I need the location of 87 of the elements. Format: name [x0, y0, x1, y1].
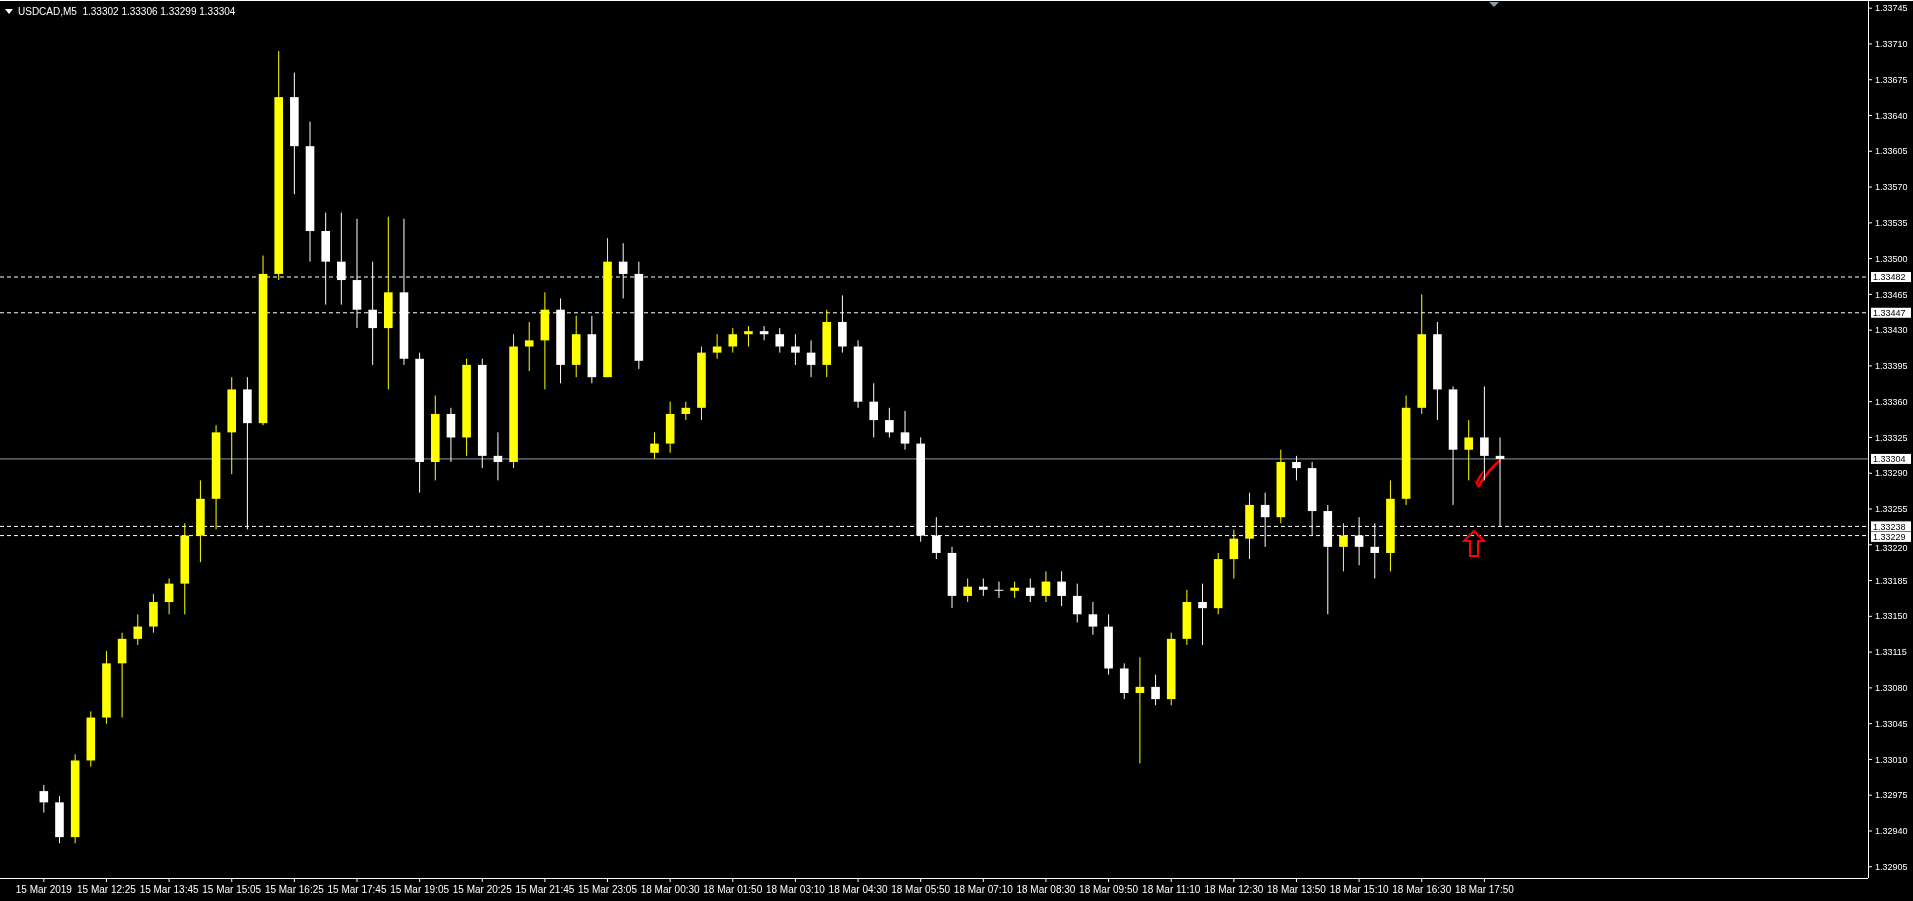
x-tick-label: 15 Mar 17:45 [327, 884, 387, 895]
candlestick [869, 382, 879, 438]
y-tick-label: 1.33325 [1875, 432, 1908, 443]
y-tick-label: 1.33430 [1875, 325, 1908, 336]
candlestick [1339, 522, 1348, 572]
x-tick-label: 15 Mar 13:45 [139, 884, 199, 895]
ref-line-label: 1.33304 [1873, 454, 1906, 465]
candlestick [493, 431, 503, 481]
x-tick-label: 18 Mar 15:10 [1329, 884, 1390, 895]
x-tick-label: 18 Mar 17:50 [1454, 884, 1515, 895]
x-tick-label: 18 Mar 07:10 [953, 884, 1014, 895]
y-tick-label: 1.33675 [1875, 74, 1908, 85]
ref-line-label: 1.33229 [1873, 532, 1906, 543]
candlestick [164, 578, 174, 615]
y-tick-label: 1.33535 [1875, 217, 1908, 228]
y-tick-label: 1.33290 [1875, 468, 1908, 479]
x-tick-label: 15 Mar 12:25 [76, 884, 137, 895]
candlestick [1041, 570, 1051, 603]
x-tick-label: 18 Mar 03:10 [765, 884, 826, 895]
candlestick [1464, 419, 1474, 481]
y-tick-label: 1.33465 [1875, 289, 1908, 300]
candlestick [1057, 570, 1066, 607]
candlestick [759, 325, 769, 341]
candlestick [1198, 583, 1207, 646]
x-tick-label: 18 Mar 00:30 [640, 884, 701, 895]
ref-line-label: 1.33238 [1873, 521, 1906, 532]
y-tick-label: 1.32975 [1875, 790, 1908, 801]
y-tick-label: 1.33010 [1875, 754, 1908, 765]
candlestick [524, 321, 534, 372]
candlestick [1151, 674, 1160, 706]
y-tick-label: 1.33395 [1875, 361, 1908, 372]
y-tick-label: 1.33500 [1875, 253, 1908, 264]
ref-line-label: 1.33447 [1873, 307, 1906, 318]
x-tick-label: 15 Mar 2019 [15, 884, 73, 895]
y-tick-label: 1.33570 [1875, 182, 1908, 193]
y-tick-label: 1.33115 [1875, 647, 1907, 658]
x-tick-label: 18 Mar 11:10 [1142, 884, 1201, 895]
x-tick-label: 18 Mar 13:50 [1267, 884, 1327, 895]
x-tick-label: 15 Mar 20:25 [452, 884, 513, 895]
candlestick [963, 578, 972, 603]
candlestick [1088, 601, 1098, 636]
x-tick-label: 18 Mar 08:30 [1016, 884, 1076, 895]
y-tick-label: 1.33185 [1875, 575, 1908, 586]
candlestick [885, 407, 894, 438]
candlestick [650, 431, 659, 460]
candlestick [728, 327, 738, 354]
candlestick [791, 333, 800, 366]
candlestick [1135, 656, 1145, 765]
y-tick-label: 1.33150 [1875, 611, 1908, 622]
y-tick-label: 1.33080 [1875, 683, 1908, 694]
y-tick-label: 1.33710 [1875, 39, 1908, 50]
candlestick [1480, 385, 1489, 481]
candlestick [744, 325, 753, 347]
y-tick-label: 1.32940 [1875, 826, 1908, 837]
x-tick-label: 18 Mar 12:30 [1204, 884, 1264, 895]
y-tick-label: 1.33255 [1875, 504, 1908, 515]
x-tick-label: 15 Mar 16:25 [264, 884, 325, 895]
x-tick-label: 15 Mar 15:05 [202, 884, 262, 895]
candlestick [39, 784, 49, 814]
y-tick-label: 1.33220 [1875, 542, 1908, 553]
candlestick [1229, 528, 1239, 580]
candlestick [900, 410, 910, 451]
y-tick-label: 1.33745 [1875, 3, 1908, 14]
x-tick-label: 15 Mar 19:05 [390, 884, 450, 895]
candlestick [1292, 455, 1301, 481]
x-tick-label: 18 Mar 16:30 [1392, 884, 1452, 895]
candlestick [775, 327, 785, 354]
x-tick-label: 15 Mar 23:05 [578, 884, 638, 895]
text: USDCAD,M5 1.33302 1.33306 1.33299 1.33304 [18, 6, 236, 17]
candlestick [712, 333, 722, 360]
candlestick [806, 339, 816, 378]
y-tick-label: 1.33360 [1875, 396, 1908, 407]
x-tick-label: 18 Mar 09:50 [1079, 884, 1139, 895]
x-tick-label: 18 Mar 04:30 [828, 884, 888, 895]
y-tick-label: 1.33640 [1875, 110, 1908, 121]
ref-line-label: 1.33482 [1873, 272, 1906, 283]
x-tick-label: 18 Mar 05:50 [891, 884, 951, 895]
y-tick-label: 1.33605 [1875, 146, 1908, 157]
y-tick-label: 1.33045 [1875, 718, 1908, 729]
candlestick [446, 407, 456, 463]
candlestick [133, 613, 143, 646]
y-tick-label: 1.32905 [1875, 861, 1908, 872]
candlestick [1072, 583, 1082, 623]
x-tick-label: 18 Mar 01:50 [703, 884, 763, 895]
candlestick [681, 401, 691, 421]
candlestick [1025, 578, 1035, 603]
x-tick-label: 15 Mar 21:45 [515, 884, 575, 895]
